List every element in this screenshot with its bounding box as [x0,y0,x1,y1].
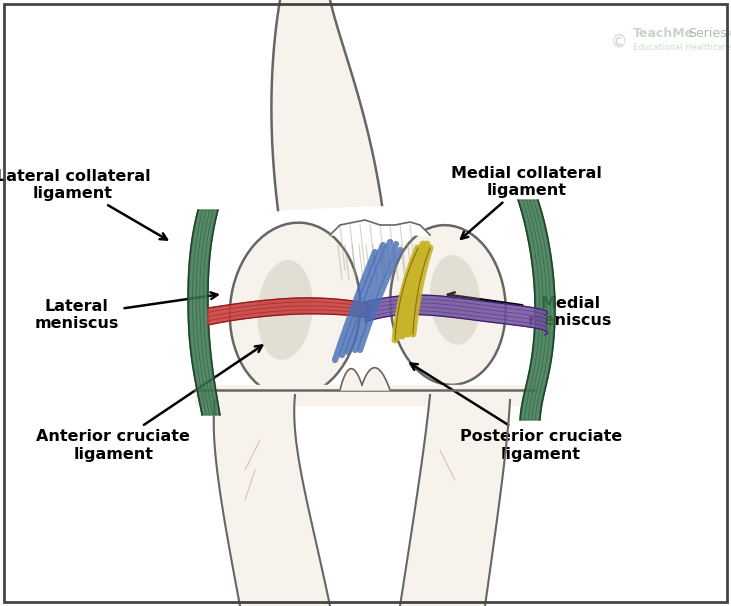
Polygon shape [340,368,362,390]
Polygon shape [271,0,382,210]
Text: ©: © [611,32,627,50]
Text: Lateral collateral
ligament: Lateral collateral ligament [0,168,167,239]
Polygon shape [330,220,430,235]
Ellipse shape [230,222,360,398]
Text: Medial
meniscus: Medial meniscus [448,292,613,328]
Text: Educational Healthcare Resources: Educational Healthcare Resources [633,43,731,52]
Polygon shape [188,210,220,415]
Ellipse shape [390,225,506,385]
Polygon shape [365,295,548,335]
Polygon shape [395,248,430,340]
Text: Posterior cruciate
ligament: Posterior cruciate ligament [410,364,622,462]
Polygon shape [518,200,555,420]
Text: Anterior cruciate
ligament: Anterior cruciate ligament [37,345,262,462]
Text: Medial collateral
ligament: Medial collateral ligament [451,165,602,239]
Text: Series: Series [688,27,727,40]
Ellipse shape [430,255,480,345]
Polygon shape [400,395,510,606]
Text: TeachMe: TeachMe [633,27,694,40]
Text: .com: .com [726,28,731,38]
Polygon shape [213,395,330,606]
Ellipse shape [257,260,313,360]
Polygon shape [208,298,370,325]
Polygon shape [362,368,390,390]
Text: Lateral
meniscus: Lateral meniscus [34,292,217,331]
Polygon shape [195,385,535,405]
